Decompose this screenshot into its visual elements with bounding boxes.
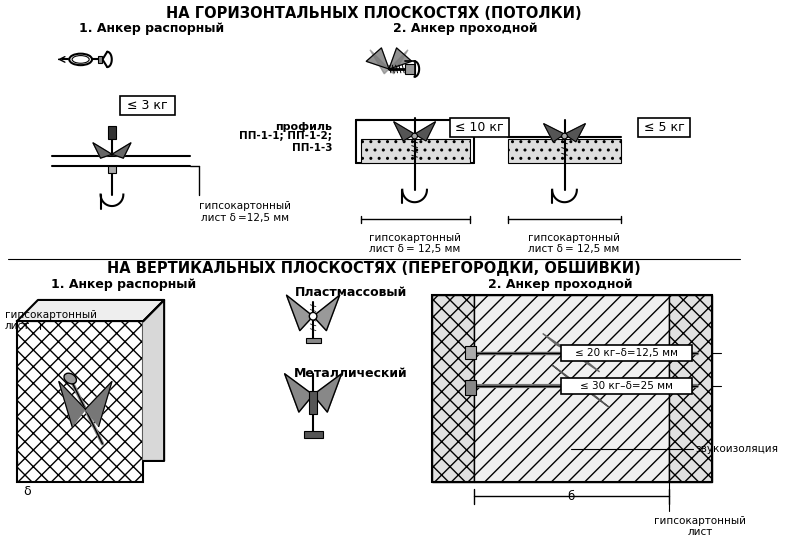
Polygon shape xyxy=(287,295,313,331)
Polygon shape xyxy=(571,353,600,372)
Bar xyxy=(432,295,712,482)
Ellipse shape xyxy=(69,54,92,65)
Polygon shape xyxy=(93,143,112,158)
Polygon shape xyxy=(389,48,412,69)
Bar xyxy=(98,56,102,63)
Bar xyxy=(306,338,321,343)
Text: Пластмассовый: Пластмассовый xyxy=(295,286,407,299)
Bar xyxy=(108,126,116,139)
Polygon shape xyxy=(85,381,112,426)
Bar xyxy=(638,118,690,137)
Polygon shape xyxy=(543,333,571,353)
Text: δ: δ xyxy=(23,485,31,498)
Bar xyxy=(507,139,622,163)
Polygon shape xyxy=(389,50,408,74)
Text: Металлический: Металлический xyxy=(294,367,408,380)
Bar xyxy=(303,431,322,438)
Polygon shape xyxy=(112,143,131,158)
Text: ≤ 3 кг: ≤ 3 кг xyxy=(127,99,167,112)
Bar xyxy=(561,345,692,361)
Circle shape xyxy=(310,313,317,320)
Polygon shape xyxy=(564,124,585,142)
Text: ≤ 5 кг: ≤ 5 кг xyxy=(644,121,685,134)
Text: 1. Анкер распорный: 1. Анкер распорный xyxy=(80,22,225,35)
Polygon shape xyxy=(17,300,164,321)
Text: профиль: профиль xyxy=(275,122,332,133)
Polygon shape xyxy=(313,374,341,412)
Bar xyxy=(669,295,712,482)
Text: б: б xyxy=(567,490,574,503)
Bar xyxy=(17,321,143,482)
Bar xyxy=(465,380,476,395)
Text: гипсокартонный
лист δ =12,5 мм: гипсокартонный лист δ =12,5 мм xyxy=(199,201,291,223)
Polygon shape xyxy=(552,365,581,386)
Polygon shape xyxy=(284,374,313,412)
Text: НА ГОРИЗОНТАЛЬНЫХ ПЛОСКОСТЯХ (ПОТОЛКИ): НА ГОРИЗОНТАЛЬНЫХ ПЛОСКОСТЯХ (ПОТОЛКИ) xyxy=(166,6,582,21)
Text: гипсокартонный
лист: гипсокартонный лист xyxy=(654,516,746,537)
Text: ≤ 30 кг–δ=25 мм: ≤ 30 кг–δ=25 мм xyxy=(580,381,673,391)
Bar xyxy=(450,118,508,137)
Text: звукоизоляция: звукоизоляция xyxy=(696,444,779,454)
Bar xyxy=(432,295,474,482)
Bar xyxy=(474,295,669,482)
Polygon shape xyxy=(544,124,564,142)
Text: гипсокартонный
лист δ = 12,5 мм: гипсокартонный лист δ = 12,5 мм xyxy=(369,233,461,255)
Bar xyxy=(108,166,116,173)
Bar xyxy=(310,391,317,414)
Bar xyxy=(120,96,175,115)
Text: ПП-1-1; ПП-1-2;
ПП-1-3: ПП-1-1; ПП-1-2; ПП-1-3 xyxy=(240,131,332,153)
Polygon shape xyxy=(370,50,389,74)
Text: 2. Анкер проходной: 2. Анкер проходной xyxy=(392,22,537,35)
Polygon shape xyxy=(394,122,414,141)
Text: 2. Анкер проходной: 2. Анкер проходной xyxy=(488,278,632,291)
Text: НА ВЕРТИКАЛЬНЫХ ПЛОСКОСТЯХ (ПЕРЕГОРОДКИ, ОБШИВКИ): НА ВЕРТИКАЛЬНЫХ ПЛОСКОСТЯХ (ПЕРЕГОРОДКИ,… xyxy=(107,261,641,276)
Bar xyxy=(465,346,476,359)
Polygon shape xyxy=(143,300,164,461)
Polygon shape xyxy=(313,295,340,331)
Bar xyxy=(561,378,692,394)
Ellipse shape xyxy=(64,373,76,384)
Polygon shape xyxy=(366,48,389,69)
Bar xyxy=(361,139,470,163)
Bar xyxy=(405,64,414,74)
Text: гипсокартонный
лист δ = 12,5 мм: гипсокартонный лист δ = 12,5 мм xyxy=(528,233,620,255)
Text: ≤ 10 кг: ≤ 10 кг xyxy=(455,121,504,134)
Polygon shape xyxy=(414,122,436,141)
Polygon shape xyxy=(59,381,85,426)
Circle shape xyxy=(412,133,418,139)
Text: 1. Анкер распорный: 1. Анкер распорный xyxy=(50,278,196,291)
Polygon shape xyxy=(581,386,609,407)
Text: гипсокартонный
лист: гипсокартонный лист xyxy=(5,309,97,331)
Text: ≤ 20 кг–δ=12,5 мм: ≤ 20 кг–δ=12,5 мм xyxy=(574,347,678,358)
Circle shape xyxy=(562,133,567,139)
